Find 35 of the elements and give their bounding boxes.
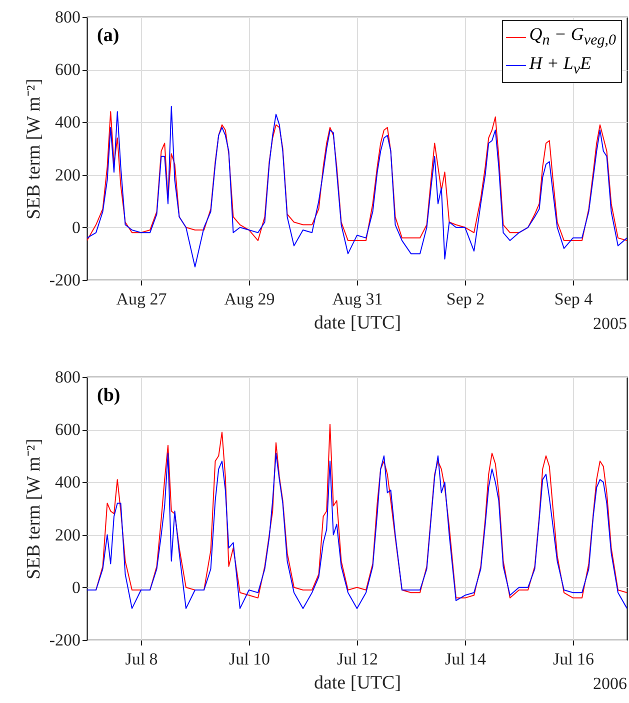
y-tick-label: 0 xyxy=(72,218,80,237)
x-tick-label: Aug 29 xyxy=(224,290,275,308)
y-tick-label: 600 xyxy=(55,420,80,440)
y-tick-label: 400 xyxy=(55,472,80,492)
legend-label: H + L$_{v}$E xyxy=(529,52,592,80)
y-tick-label: 400 xyxy=(55,112,80,132)
x-tick-label: Jul 14 xyxy=(444,650,487,668)
x-tick-label: Sep 4 xyxy=(554,290,594,308)
text: 2005 xyxy=(593,314,627,333)
x-tick-label: Jul 8 xyxy=(125,650,158,668)
y-axis-title: SEB term [W m⁻²] xyxy=(23,438,44,580)
x-axis-title: date [UTC] xyxy=(314,672,402,694)
y-tick-label: 200 xyxy=(55,525,80,544)
line-series xyxy=(87,452,627,609)
y-tick-label: -200 xyxy=(49,270,80,290)
x-tick-label: Jul 16 xyxy=(552,650,594,668)
chart-title: (a) xyxy=(97,25,120,46)
text: 2006 xyxy=(593,674,627,693)
x-tick-label: Jul 10 xyxy=(228,650,270,668)
legend-label: Q$_{n}$ − G$_{veg,0}$ xyxy=(529,23,616,51)
x-tick-label: Aug 31 xyxy=(332,290,383,308)
x-tick-label: Jul 12 xyxy=(336,650,378,668)
y-tick-label: 200 xyxy=(55,165,80,184)
chart-title: (b) xyxy=(97,385,120,406)
y-axis-title: SEB term [W m⁻²] xyxy=(23,78,44,220)
line-series xyxy=(87,111,627,242)
line-series xyxy=(87,106,627,268)
x-tick-label: Aug 27 xyxy=(116,290,168,308)
y-tick-label: 800 xyxy=(55,8,80,26)
x-axis-title: date [UTC] xyxy=(314,312,402,334)
y-tick-label: 600 xyxy=(55,60,80,80)
y-tick-label: -200 xyxy=(49,630,80,650)
x-tick-label: Sep 2 xyxy=(446,290,485,308)
y-tick-label: 0 xyxy=(72,578,80,597)
y-tick-label: 800 xyxy=(55,368,80,386)
